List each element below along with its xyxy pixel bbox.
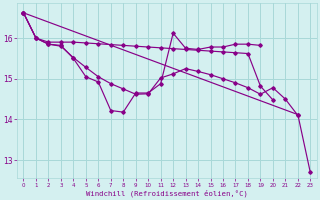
X-axis label: Windchill (Refroidissement éolien,°C): Windchill (Refroidissement éolien,°C) [86, 189, 248, 197]
